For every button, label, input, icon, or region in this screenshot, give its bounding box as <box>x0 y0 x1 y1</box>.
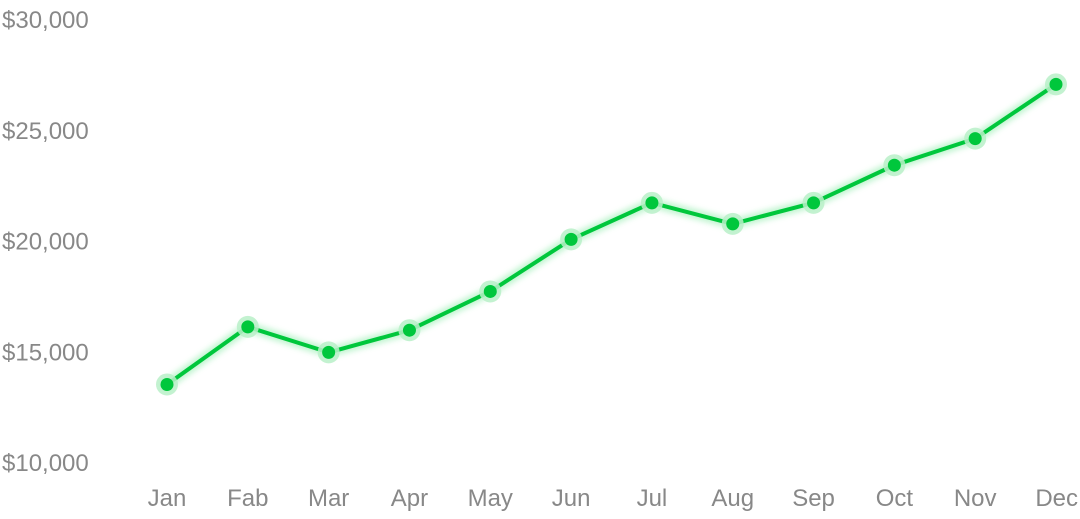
x-tick-label: Fab <box>227 485 268 512</box>
x-tick-label: Jul <box>637 485 668 512</box>
x-tick-label: Oct <box>876 485 914 512</box>
data-point-fab[interactable] <box>241 320 255 334</box>
data-point-dec[interactable] <box>1049 77 1063 91</box>
x-tick-label: May <box>468 485 513 512</box>
series-line-glow <box>162 79 1061 390</box>
x-tick-label: Dec <box>1035 485 1078 512</box>
y-tick-label: $10,000 <box>2 450 89 477</box>
x-tick-label: Nov <box>954 485 997 512</box>
series-line <box>165 82 1058 387</box>
y-tick-label: $20,000 <box>2 229 89 256</box>
x-tick-label: Mar <box>308 485 349 512</box>
data-point-oct[interactable] <box>887 158 901 172</box>
y-tick-label: $25,000 <box>2 118 89 145</box>
y-axis: $10,000 $15,000 $20,000 $25,000 $30,000 <box>2 7 89 477</box>
y-tick-label: $30,000 <box>2 7 89 34</box>
data-point-nov[interactable] <box>968 132 982 146</box>
x-tick-label: Apr <box>391 485 428 512</box>
x-tick-label: Sep <box>792 485 835 512</box>
data-point-jul[interactable] <box>645 196 659 210</box>
x-tick-label: Jan <box>148 485 187 512</box>
data-point-jun[interactable] <box>564 232 578 246</box>
data-point-jan[interactable] <box>160 377 174 391</box>
data-point-mar[interactable] <box>322 345 336 359</box>
series-layer <box>156 73 1067 396</box>
y-tick-label: $15,000 <box>2 339 89 366</box>
x-axis: Jan Fab Mar Apr May Jun Jul Aug Sep Oct Nov Dec <box>148 485 1078 512</box>
data-point-may[interactable] <box>483 284 497 298</box>
data-point-apr[interactable] <box>402 323 416 337</box>
data-point-sep[interactable] <box>807 196 821 210</box>
data-point-aug[interactable] <box>726 217 740 231</box>
x-tick-label: Aug <box>711 485 754 512</box>
x-tick-label: Jun <box>552 485 591 512</box>
